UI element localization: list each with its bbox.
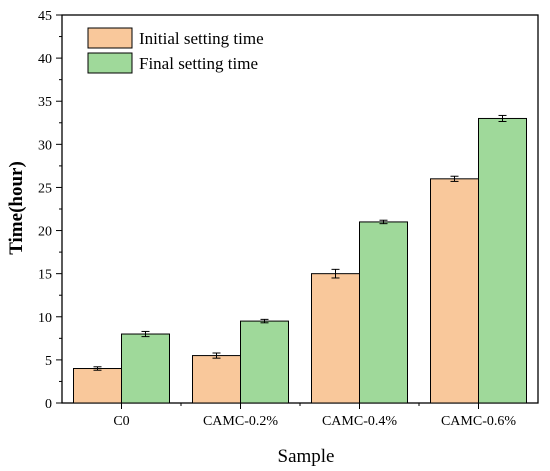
y-tick-label: 25 xyxy=(38,181,52,196)
axes: 0 5 10 15 20 25 30 35 40 45 C0 CAMC-0.2% CAMC-0.4% CA… xyxy=(38,9,539,429)
y-tick-label: 0 xyxy=(45,397,52,412)
y-tick-label: 20 xyxy=(38,225,52,240)
bar-initial-setting-time xyxy=(73,368,122,404)
y-tick-label: 10 xyxy=(38,311,52,326)
y-tick-label: 40 xyxy=(38,52,52,67)
legend-label-initial: Initial setting time xyxy=(139,29,264,48)
bar-initial-setting-time xyxy=(192,355,241,404)
bar-final-setting-time xyxy=(240,320,289,404)
y-tick-label: 35 xyxy=(38,95,52,110)
x-tick-label: CAMC-0.2% xyxy=(203,414,278,429)
legend-swatch-final xyxy=(87,52,133,74)
bar-final-setting-time xyxy=(359,221,408,404)
y-tick-label: 30 xyxy=(38,138,52,153)
bars xyxy=(73,114,527,404)
x-tick-label: CAMC-0.6% xyxy=(441,414,516,429)
y-tick-label: 45 xyxy=(38,9,52,24)
y-tick-label: 15 xyxy=(38,268,52,283)
y-tick-label: 5 xyxy=(45,354,52,369)
legend: Initial setting time Final setting time xyxy=(87,27,264,74)
bar-final-setting-time xyxy=(478,117,527,404)
x-tick-label: C0 xyxy=(113,414,129,429)
bar-initial-setting-time xyxy=(311,273,360,404)
x-axis-title: Sample xyxy=(278,446,335,467)
legend-label-final: Final setting time xyxy=(139,54,258,73)
x-tick-label: CAMC-0.4% xyxy=(322,414,397,429)
legend-swatch-initial xyxy=(87,27,133,49)
y-axis-title: Time(hour) xyxy=(6,161,27,255)
bar-final-setting-time xyxy=(121,333,170,404)
bar-initial-setting-time xyxy=(430,178,479,404)
